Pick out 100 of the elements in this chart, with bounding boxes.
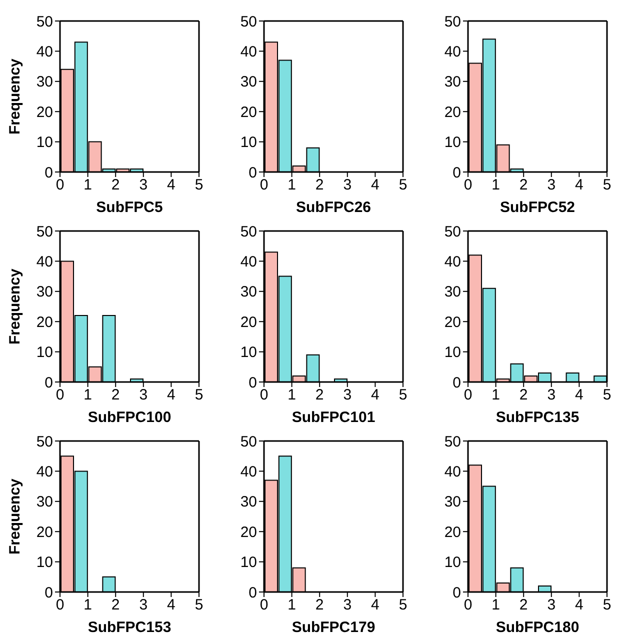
x-tick-label: 3 [139, 596, 148, 614]
x-tick-label: 0 [56, 596, 64, 614]
x-tick-label: 2 [519, 386, 528, 404]
y-tick-label: 0 [44, 584, 53, 602]
y-tick-label: 20 [444, 104, 461, 121]
x-tick-label: 1 [492, 596, 500, 614]
x-tick-label: 3 [547, 596, 556, 614]
x-tick-label: 3 [343, 596, 352, 614]
y-tick-label: 20 [36, 524, 53, 541]
x-tick-label: 0 [260, 176, 268, 194]
x-axis-title: SubFPC153 [88, 619, 172, 636]
y-tick-label: 50 [36, 223, 53, 240]
x-tick-label: 5 [602, 176, 612, 194]
x-tick-label: 5 [398, 596, 408, 614]
x-tick-label: 1 [288, 176, 296, 194]
y-tick-label: 30 [444, 74, 461, 91]
x-tick-label: 0 [56, 176, 64, 194]
x-tick-label: 2 [519, 176, 528, 194]
y-tick-label: 30 [240, 74, 257, 91]
x-tick-label: 0 [464, 386, 472, 404]
x-tick-label: 1 [288, 596, 296, 614]
x-tick-label: 3 [139, 176, 148, 194]
y-tick-label: 10 [36, 134, 53, 152]
x-tick-label: 1 [492, 386, 500, 404]
x-tick-label: 2 [111, 176, 120, 194]
x-tick-label: 1 [84, 596, 92, 614]
y-tick-label: 30 [240, 284, 257, 301]
x-tick-label: 3 [547, 386, 556, 404]
y-tick-label: 40 [240, 44, 257, 61]
x-tick-label: 2 [111, 386, 120, 404]
x-axis-title: SubFPC180 [496, 619, 580, 636]
x-tick-label: 2 [111, 596, 120, 614]
x-tick-label: 5 [602, 596, 612, 614]
x-tick-label: 4 [575, 176, 584, 194]
x-axis-title: SubFPC26 [296, 199, 372, 216]
y-tick-label: 50 [36, 433, 53, 450]
y-tick-label: 40 [240, 464, 257, 481]
x-tick-label: 0 [260, 386, 268, 404]
x-tick-label: 5 [398, 386, 408, 404]
y-tick-label: 40 [444, 44, 461, 61]
x-tick-label: 4 [167, 596, 176, 614]
x-tick-label: 3 [139, 386, 148, 404]
y-tick-label: 10 [444, 344, 461, 362]
x-tick-label: 5 [194, 176, 204, 194]
y-tick-label: 40 [444, 464, 461, 481]
y-tick-label: 10 [36, 554, 53, 572]
x-tick-label: 3 [343, 176, 352, 194]
y-tick-label: 10 [444, 554, 461, 572]
y-tick-label: 40 [444, 254, 461, 271]
x-tick-label: 2 [315, 596, 324, 614]
x-tick-label: 5 [602, 386, 612, 404]
y-tick-label: 20 [444, 524, 461, 541]
y-tick-label: 30 [444, 494, 461, 511]
y-tick-label: 50 [444, 433, 461, 450]
y-tick-label: 0 [248, 374, 257, 392]
y-tick-label: 40 [240, 254, 257, 271]
y-tick-label: 0 [452, 164, 461, 182]
y-tick-label: 10 [240, 134, 257, 152]
x-tick-label: 0 [56, 386, 64, 404]
y-tick-label: 50 [240, 13, 257, 30]
y-tick-label: 20 [240, 104, 257, 121]
y-tick-label: 10 [444, 134, 461, 152]
x-tick-label: 4 [371, 386, 380, 404]
x-axis-title: SubFPC52 [500, 199, 576, 216]
y-axis-title: Frequency [6, 268, 24, 344]
y-tick-label: 30 [36, 494, 53, 511]
y-tick-label: 0 [452, 584, 461, 602]
y-tick-label: 50 [240, 433, 257, 450]
x-tick-label: 5 [194, 386, 204, 404]
x-tick-label: 0 [464, 596, 472, 614]
y-tick-label: 50 [444, 223, 461, 240]
x-tick-label: 3 [547, 176, 556, 194]
x-axis-title: SubFPC135 [496, 409, 580, 426]
y-tick-label: 20 [36, 314, 53, 331]
x-tick-label: 5 [398, 176, 408, 194]
x-tick-label: 1 [492, 176, 500, 194]
x-tick-label: 4 [167, 386, 176, 404]
y-tick-label: 10 [240, 344, 257, 362]
x-tick-label: 4 [371, 176, 380, 194]
y-tick-label: 0 [44, 374, 53, 392]
y-tick-label: 30 [240, 494, 257, 511]
y-tick-label: 50 [444, 13, 461, 30]
x-tick-label: 4 [575, 386, 584, 404]
y-tick-label: 20 [444, 314, 461, 331]
x-axis-title: SubFPC5 [96, 199, 163, 216]
x-tick-label: 0 [260, 596, 268, 614]
y-tick-label: 30 [36, 284, 53, 301]
y-tick-label: 0 [452, 374, 461, 392]
x-axis-title: SubFPC100 [88, 409, 172, 426]
y-tick-label: 40 [36, 44, 53, 61]
y-tick-label: 10 [240, 554, 257, 572]
y-tick-label: 10 [36, 344, 53, 362]
y-axis-title: Frequency [6, 478, 24, 554]
y-tick-label: 20 [240, 524, 257, 541]
y-tick-label: 20 [240, 314, 257, 331]
x-tick-label: 1 [288, 386, 296, 404]
y-axis-title: Frequency [6, 58, 24, 134]
x-tick-label: 1 [84, 386, 92, 404]
x-axis-title: SubFPC101 [292, 409, 376, 426]
x-tick-label: 2 [519, 596, 528, 614]
